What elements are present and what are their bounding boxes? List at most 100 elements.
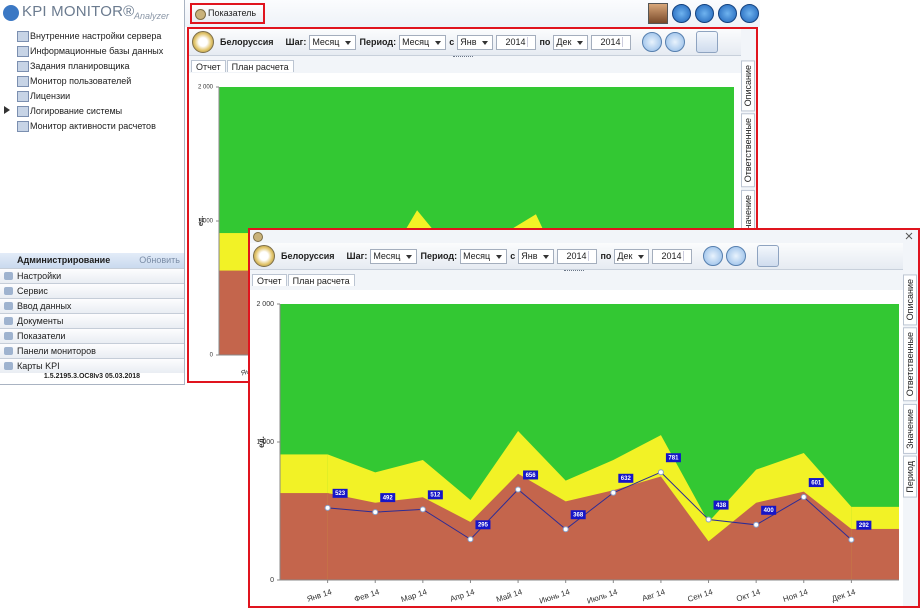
period-select[interactable]: Месяц (399, 34, 447, 50)
value-label: 368 (573, 512, 584, 518)
close-button[interactable] (904, 231, 914, 241)
splitter[interactable] (452, 56, 473, 60)
period-select-value: Месяц (402, 36, 430, 47)
tab[interactable]: Показатель (190, 3, 265, 24)
tab[interactable]: План расчета (287, 274, 355, 286)
period-select[interactable]: Месяц (460, 248, 508, 264)
tab[interactable]: Отчет (191, 60, 226, 72)
tree-item[interactable]: Лицензии (30, 91, 71, 101)
tree-item[interactable]: Монитор пользователей (30, 76, 132, 86)
year-value: 2014 (600, 36, 621, 47)
from-month[interactable]: Янв (457, 34, 494, 50)
nav-label: Панели мониторов (17, 346, 96, 356)
value-label-box (427, 490, 443, 500)
header-button[interactable] (718, 4, 737, 23)
splitter[interactable] (564, 270, 584, 274)
year-input[interactable]: 2014 (652, 248, 693, 264)
nav-item[interactable]: Ввод данных (0, 298, 184, 313)
point (657, 469, 664, 476)
value-label: 512 (430, 493, 441, 499)
y-tick-label: 0 (210, 353, 214, 359)
step-label: Шаг: (346, 251, 368, 261)
tree-item[interactable]: Логирование системы (30, 106, 123, 116)
refresh-button[interactable] (665, 32, 686, 52)
value-label-box (523, 470, 539, 480)
to-month[interactable]: Дек (614, 248, 650, 264)
x-tick-label: Май 14 (495, 587, 524, 604)
nav-item[interactable]: Сервис (0, 283, 184, 298)
nav-item[interactable]: Настройки (0, 268, 184, 283)
to-month[interactable]: Дек (553, 34, 589, 50)
tree-item[interactable]: Задания планировщика (30, 61, 130, 71)
x-tick-label: Июнь 14 (538, 587, 571, 605)
point (372, 509, 379, 516)
play-button[interactable] (642, 32, 663, 52)
x-tick-label: Мар 14 (400, 587, 429, 604)
side-tab[interactable]: Ответственные (741, 113, 755, 188)
side-tab[interactable]: Значение (903, 403, 917, 454)
nav-label: Настройки (17, 271, 62, 281)
tree-item[interactable]: Внутренние настройки сервера (30, 31, 162, 41)
step-select[interactable]: Месяц (370, 248, 418, 264)
x-tick-label: Июль 14 (586, 587, 619, 605)
to-month-value: Дек (556, 36, 572, 47)
from-month[interactable]: Янв (518, 248, 555, 264)
tree-icon (17, 46, 29, 57)
side-tab[interactable]: Описание (903, 274, 917, 326)
nav-icon (4, 332, 13, 340)
tree-item[interactable]: Информационные базы данных (30, 46, 164, 56)
version: 1.5.2195.3.OC8Iv3 05.03.2018 (43, 373, 141, 380)
nav-item[interactable]: Показатели (0, 328, 184, 343)
point (610, 489, 617, 496)
x-tick-label: Янв 14 (306, 587, 334, 604)
header-button[interactable] (672, 4, 691, 23)
avatar[interactable] (648, 3, 668, 24)
y-tick-label: 1 000 (198, 219, 214, 225)
tree-icon (17, 61, 29, 72)
from-month-value: Янв (521, 250, 538, 261)
nav-label: Показатели (17, 331, 66, 341)
point (705, 516, 712, 523)
y-axis-label: ед. (198, 216, 205, 226)
side-tab[interactable]: Описание (741, 60, 755, 112)
point (753, 521, 760, 528)
play-button[interactable] (703, 246, 724, 266)
period-select-value: Месяц (463, 250, 491, 261)
value-label: 601 (811, 480, 822, 486)
settings-button[interactable] (696, 31, 719, 53)
side-tab[interactable]: Ответственные (903, 327, 917, 402)
step-select-value: Месяц (312, 36, 340, 47)
window-front: Белоруссия Шаг: Месяц Период: Месяц с Янв 20… (248, 228, 920, 608)
nav-item[interactable]: Карты KPI (0, 358, 184, 373)
value-label: 438 (716, 503, 727, 509)
refresh[interactable]: Обновить (139, 255, 180, 265)
step-select[interactable]: Месяц (309, 34, 357, 50)
toolbar: Белоруссия Шаг: Месяц Период: Месяц с Янв 20… (189, 29, 741, 56)
header-button[interactable] (695, 4, 714, 23)
nav-header[interactable]: Администрирование Обновить (0, 253, 184, 268)
value-label-box (332, 488, 348, 498)
tab[interactable]: Отчет (252, 274, 287, 286)
tab[interactable]: План расчета (226, 60, 294, 72)
expand-arrow[interactable] (4, 106, 10, 114)
header-button[interactable] (740, 4, 759, 23)
value-label: 632 (621, 476, 632, 482)
settings-button[interactable] (757, 245, 780, 267)
x-tick-label: Апр 14 (449, 587, 476, 604)
x-tick-label: Сен 14 (687, 587, 715, 604)
tree-item[interactable]: Монитор активности расчетов (30, 121, 156, 131)
from-month-value: Янв (460, 36, 477, 47)
year-input[interactable]: 2014 (591, 34, 632, 50)
nav-item[interactable]: Документы (0, 313, 184, 328)
refresh-button[interactable] (726, 246, 747, 266)
year-input[interactable]: 2014 (557, 248, 598, 264)
to-month-value: Дек (617, 250, 633, 261)
point (467, 536, 474, 543)
window-icon (253, 232, 263, 242)
side-tab[interactable]: Период (903, 455, 917, 498)
region-icon (253, 245, 275, 267)
year-input[interactable]: 2014 (496, 34, 537, 50)
nav-item[interactable]: Панели мониторов (0, 343, 184, 358)
value-label-box (856, 520, 872, 530)
